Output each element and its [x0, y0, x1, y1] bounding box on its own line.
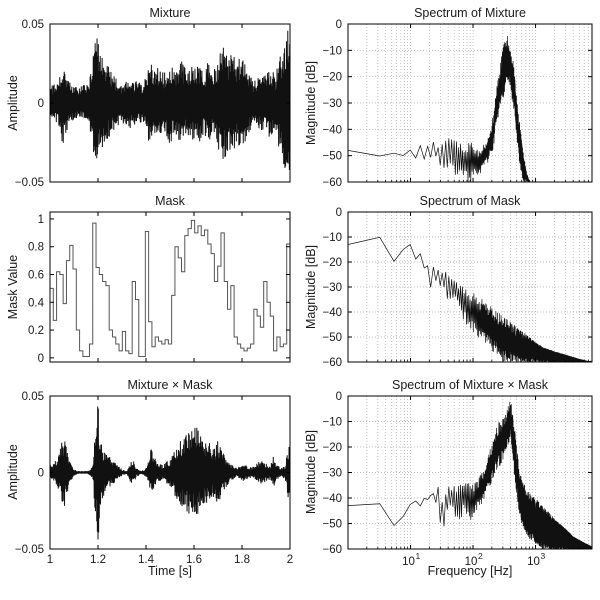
y-tick-label: −20	[322, 257, 342, 269]
ylabel-magnitude-top: Magnitude [dB]	[304, 60, 318, 146]
y-tick-label: 0	[38, 98, 44, 110]
plot-mask: 0 0.2 0.4 0.6 0.8 1	[28, 211, 291, 365]
y-tick-label: −50	[322, 519, 342, 531]
mask-step-trace	[50, 219, 290, 357]
trace-group	[50, 30, 290, 171]
y-tick-label: 0	[38, 353, 44, 365]
x-tick-label: 10	[402, 556, 415, 568]
plot-spectrum-of-mask: 0 −10 −20 −30 −40 −50 −60	[322, 207, 593, 369]
trace-group	[348, 401, 592, 549]
x-tick-label: 1.4	[138, 554, 155, 566]
x-tick-label: 1.8	[234, 554, 250, 566]
y-tick-label: 0.8	[28, 242, 44, 254]
y-tick-label: 0.05	[22, 391, 44, 403]
x-tick-exponent: 1	[416, 551, 421, 561]
grid	[348, 24, 592, 182]
tick-labels: 0 −10 −20 −30 −40 −50 −60	[322, 19, 342, 189]
x-tick-exponent: 3	[541, 551, 546, 561]
y-tick-label: −20	[322, 442, 342, 454]
y-tick-label: −40	[322, 307, 342, 319]
y-tick-label: 0.05	[22, 19, 44, 31]
y-tick-label: −60	[322, 177, 342, 189]
y-tick-label: −30	[322, 98, 342, 110]
ylabel-magnitude-bottom: Magnitude [dB]	[304, 429, 318, 515]
tick-marks	[49, 23, 291, 183]
y-tick-label: −0.05	[15, 544, 44, 556]
y-tick-label: 0	[336, 19, 342, 31]
y-tick-label: 0	[38, 468, 44, 480]
xlabel-time: Time [s]	[148, 564, 192, 578]
y-tick-label: −60	[322, 544, 342, 556]
title-mixture: Mixture	[149, 6, 191, 20]
waveform-trace	[50, 406, 290, 540]
tick-labels: 0 −10 −20 −30 −40 −50 −60	[322, 207, 342, 369]
plot-mixture: 0.05 0 −0.05	[15, 19, 291, 189]
trace-group	[50, 406, 290, 540]
tick-marks	[49, 212, 291, 362]
x-tick-exponent: 2	[478, 551, 483, 561]
title-spectrum-of-mixture-times-mask: Spectrum of Mixture × Mask	[392, 378, 548, 392]
y-tick-label: −30	[322, 468, 342, 480]
ylabel-magnitude-middle: Magnitude [dB]	[304, 244, 318, 330]
y-tick-label: −60	[322, 357, 342, 369]
x-tick-label: 10	[527, 556, 540, 568]
y-tick-label: 1	[38, 214, 44, 226]
y-tick-label: −50	[322, 151, 342, 163]
ylabel-amplitude-top: Amplitude	[6, 75, 20, 131]
title-spectrum-of-mask: Spectrum of Mask	[419, 194, 521, 208]
title-mask: Mask	[155, 194, 185, 208]
x-tick-label: 1.6	[186, 554, 202, 566]
plot-mixture-times-mask: 0.05 0 −0.051 1.2 1.4 1.6 1.8 2	[15, 391, 293, 566]
tick-marks	[49, 395, 291, 550]
ylabel-amplitude-bottom: Amplitude	[6, 444, 20, 500]
title-mixture-times-mask: Mixture × Mask	[127, 378, 213, 392]
y-tick-label: −10	[322, 417, 342, 429]
axis-box	[49, 211, 291, 363]
ylabel-mask-value: Mask Value	[6, 254, 20, 320]
grid	[348, 212, 592, 362]
xlabel-frequency: Frequency [Hz]	[427, 564, 513, 578]
x-tick-label: 1.2	[90, 554, 106, 566]
y-tick-label: −10	[322, 232, 342, 244]
x-tick-label: 2	[287, 554, 293, 566]
y-tick-label: 0.4	[28, 297, 45, 309]
y-tick-label: 0.6	[28, 270, 44, 282]
tick-labels: 0.05 0 −0.05	[15, 19, 44, 189]
waveform-trace	[50, 30, 290, 171]
y-tick-label: 0	[336, 207, 342, 219]
y-tick-label: −40	[322, 493, 342, 505]
y-tick-label: 0.2	[28, 325, 44, 337]
y-tick-label: −20	[322, 72, 342, 84]
title-spectrum-of-mixture: Spectrum of Mixture	[414, 6, 526, 20]
trace-group	[50, 219, 290, 357]
y-tick-label: −50	[322, 332, 342, 344]
tick-marks	[348, 23, 592, 183]
y-tick-label: −0.05	[15, 177, 44, 189]
spectrum-trace	[348, 401, 592, 549]
tick-marks	[348, 395, 592, 550]
x-tick-label: 1	[47, 554, 53, 566]
tick-labels: 0.05 0 −0.051 1.2 1.4 1.6 1.8 2	[15, 391, 293, 566]
y-tick-label: −10	[322, 45, 342, 57]
x-tick-label: 10	[465, 556, 478, 568]
y-tick-label: 0	[336, 391, 342, 403]
plot-spectrum-of-mixture: 0 −10 −20 −30 −40 −50 −60	[322, 19, 593, 189]
y-tick-label: −40	[322, 124, 342, 136]
y-tick-label: −30	[322, 282, 342, 294]
tick-labels: 0 0.2 0.4 0.6 0.8 1	[28, 214, 45, 365]
tick-marks	[348, 211, 592, 363]
